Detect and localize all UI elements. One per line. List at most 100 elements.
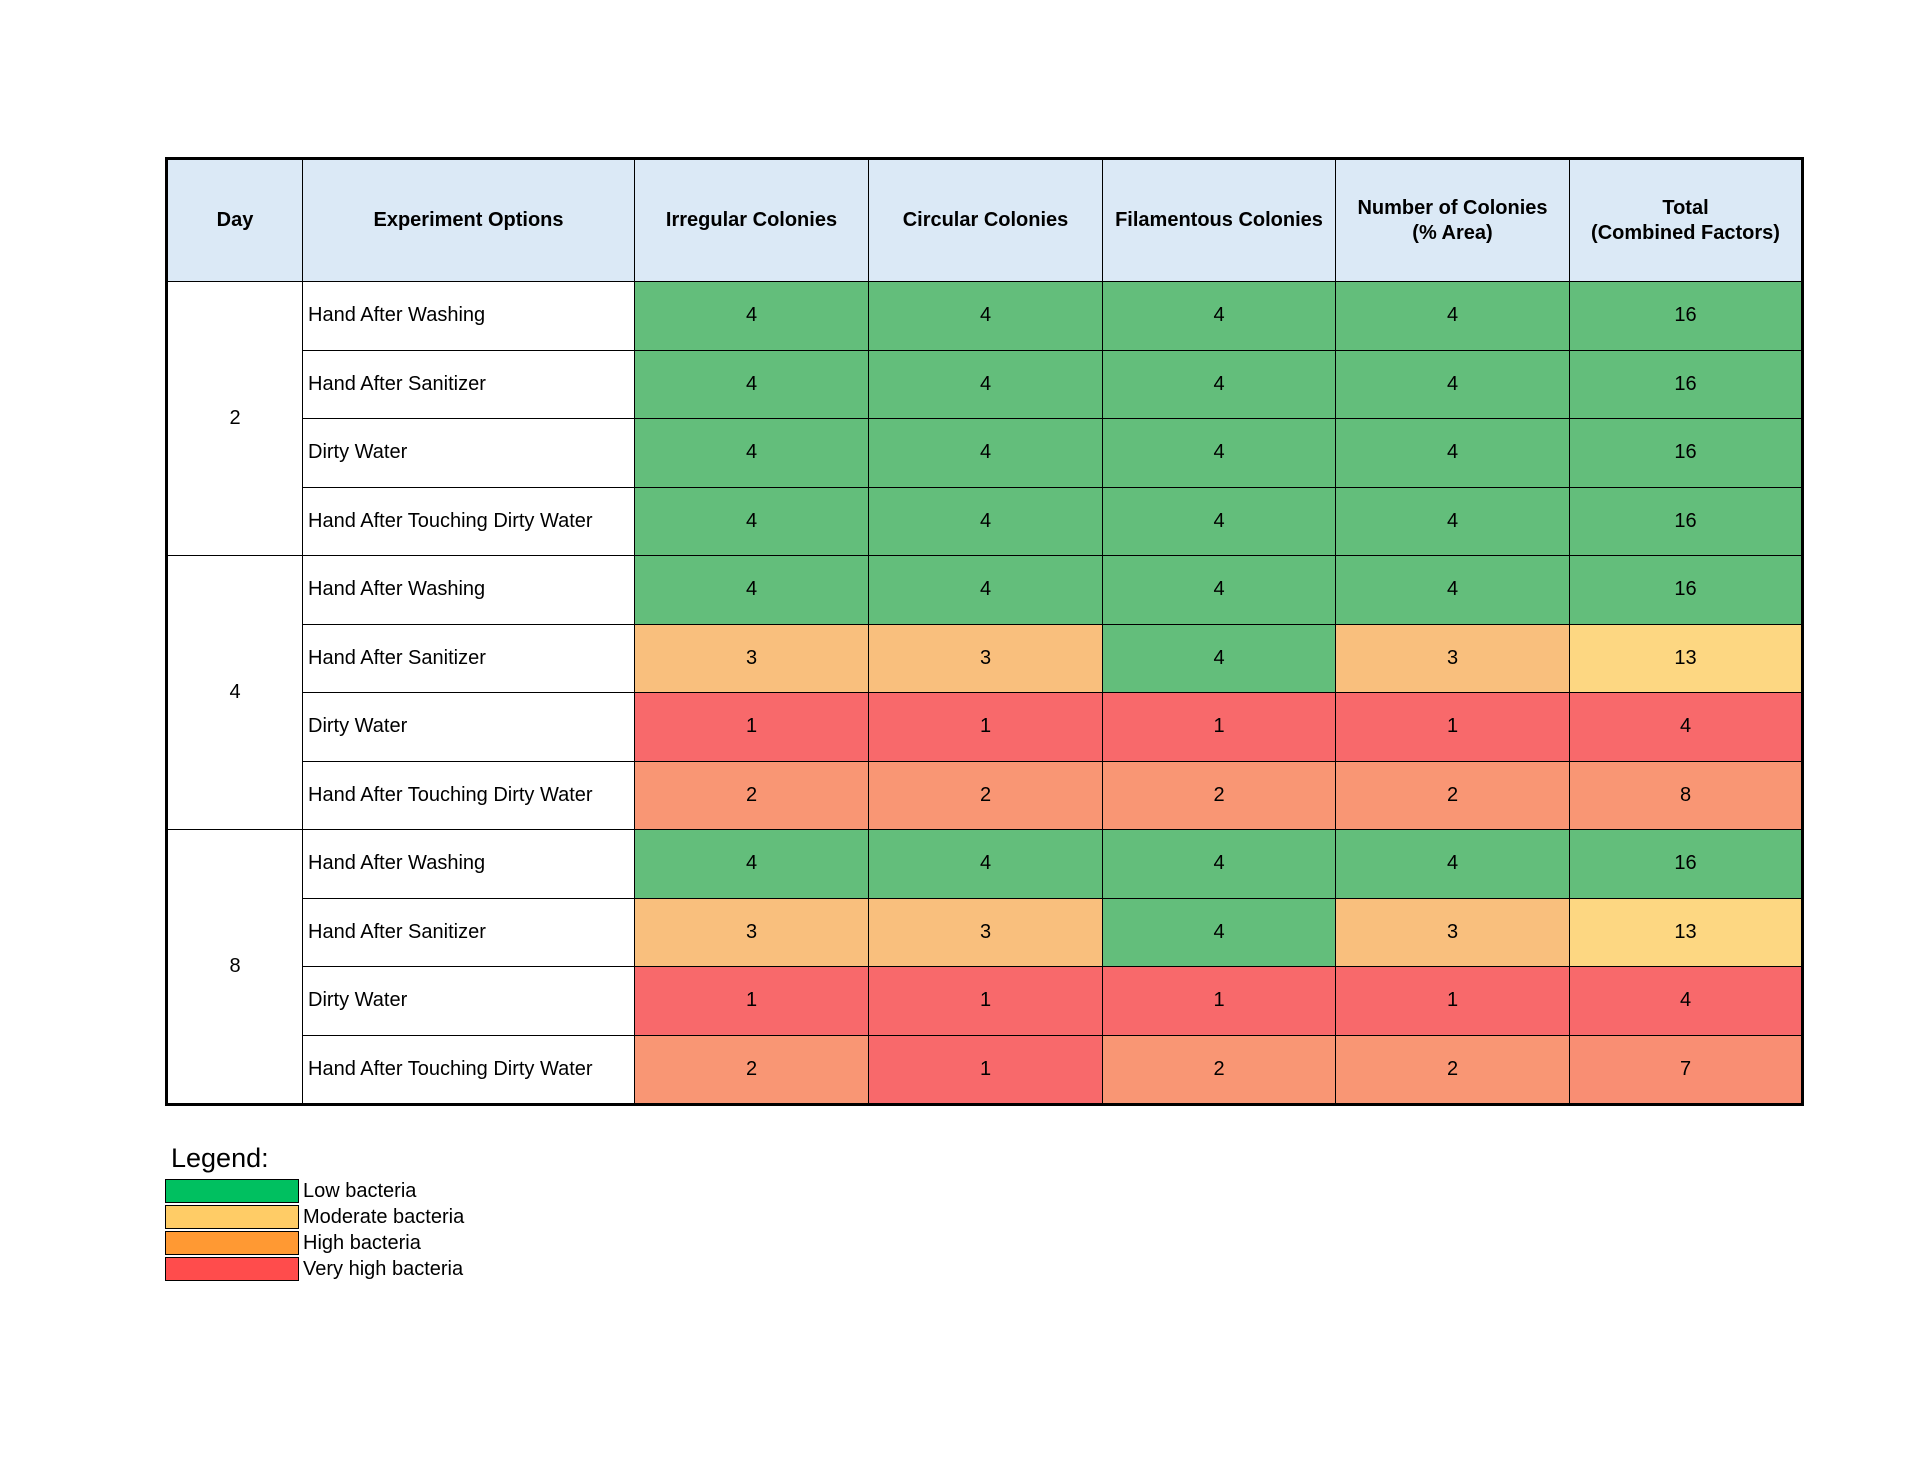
value-cell: 2 xyxy=(1102,1034,1336,1105)
table-row: Hand After Touching Dirty Water 4 4 4 4 16 xyxy=(167,486,1803,556)
legend-item: Low bacteria xyxy=(165,1178,464,1204)
experiment-option-cell: Hand After Sanitizer xyxy=(302,349,635,419)
table-row: Dirty Water 4 4 4 4 16 xyxy=(167,418,1803,488)
value-cell: 4 xyxy=(868,486,1103,556)
value-cell: 4 xyxy=(868,418,1103,488)
value-cell: 3 xyxy=(868,623,1103,693)
header-number-of-colonies: Number of Colonies (% Area) xyxy=(1335,158,1570,282)
total-cell: 16 xyxy=(1569,829,1803,899)
legend: Legend: Low bacteria Moderate bacteria Hig… xyxy=(165,1143,464,1282)
experiment-option-cell: Hand After Washing xyxy=(302,281,635,351)
header-row: Day Experiment Options Irregular Colonies C… xyxy=(166,158,1803,282)
header-day: Day xyxy=(166,158,303,282)
table-row: Dirty Water 1 1 1 1 4 xyxy=(167,966,1803,1036)
value-cell: 4 xyxy=(1102,623,1336,693)
total-cell: 13 xyxy=(1569,897,1803,967)
experiment-option-cell: Hand After Touching Dirty Water xyxy=(302,1034,635,1105)
value-cell: 1 xyxy=(634,692,869,762)
value-cell: 4 xyxy=(1102,418,1336,488)
legend-title: Legend: xyxy=(171,1143,269,1173)
experiment-option-cell: Hand After Washing xyxy=(302,829,635,899)
value-cell: 2 xyxy=(634,1034,869,1105)
value-cell: 2 xyxy=(1335,760,1570,830)
table-row: Hand After Touching Dirty Water 2 1 2 2 7 xyxy=(167,1034,1803,1105)
table-row: 8 Hand After Washing 4 4 4 4 16 xyxy=(166,829,1803,1105)
header-total: Total (Combined Factors) xyxy=(1569,158,1803,282)
legend-item: High bacteria xyxy=(165,1230,464,1256)
total-cell: 16 xyxy=(1569,418,1803,488)
value-cell: 4 xyxy=(868,349,1103,419)
legend-label: High bacteria xyxy=(303,1231,421,1254)
total-cell: 16 xyxy=(1569,555,1803,625)
value-cell: 4 xyxy=(1102,349,1336,419)
value-cell: 3 xyxy=(634,623,869,693)
value-cell: 1 xyxy=(1335,966,1570,1036)
experiment-option-cell: Hand After Washing xyxy=(302,555,635,625)
value-cell: 4 xyxy=(1335,486,1570,556)
value-cell: 2 xyxy=(868,760,1103,830)
legend-swatch xyxy=(165,1204,299,1229)
experiment-option-cell: Hand After Touching Dirty Water xyxy=(302,760,635,830)
legend-swatch xyxy=(165,1256,299,1281)
table-row: 4 Hand After Washing 4 4 4 4 16 xyxy=(166,555,1803,830)
value-cell: 3 xyxy=(1335,623,1570,693)
value-cell: 4 xyxy=(1335,829,1570,899)
legend-items: Low bacteria Moderate bacteria High bacter… xyxy=(165,1178,464,1282)
value-cell: 1 xyxy=(1102,966,1336,1036)
table-row: Hand After Touching Dirty Water 2 2 2 2 8 xyxy=(167,760,1803,830)
total-cell: 4 xyxy=(1569,966,1803,1036)
legend-label: Very high bacteria xyxy=(303,1257,464,1280)
table-row: Hand After Sanitizer 3 3 4 3 13 xyxy=(167,623,1803,693)
experiment-option-cell: Hand After Touching Dirty Water xyxy=(302,486,635,556)
value-cell: 1 xyxy=(868,966,1103,1036)
value-cell: 3 xyxy=(634,897,869,967)
experiment-option-cell: Hand After Sanitizer xyxy=(302,897,635,967)
value-cell: 1 xyxy=(868,1034,1103,1105)
value-cell: 4 xyxy=(1102,829,1336,899)
legend-swatch xyxy=(165,1230,299,1255)
value-cell: 4 xyxy=(868,281,1103,351)
value-cell: 4 xyxy=(1102,486,1336,556)
legend-label: Moderate bacteria xyxy=(303,1205,465,1228)
total-cell: 13 xyxy=(1569,623,1803,693)
total-cell: 16 xyxy=(1569,281,1803,351)
value-cell: 1 xyxy=(868,692,1103,762)
value-cell: 4 xyxy=(1102,281,1336,351)
legend-swatch xyxy=(165,1178,299,1203)
value-cell: 4 xyxy=(634,418,869,488)
experiment-option-cell: Dirty Water xyxy=(302,418,635,488)
table-row: Hand After Sanitizer 4 4 4 4 16 xyxy=(167,349,1803,419)
header-filamentous-colonies: Filamentous Colonies xyxy=(1102,158,1336,282)
legend-item: Moderate bacteria xyxy=(165,1204,464,1230)
heatmap-table: Day Experiment Options Irregular Colonies C… xyxy=(165,157,1804,1106)
value-cell: 1 xyxy=(1335,692,1570,762)
value-cell: 4 xyxy=(1335,418,1570,488)
table-body: 2 Hand After Washing 4 4 4 4 16 Hand After Sani… xyxy=(166,281,1803,1105)
legend-label: Low bacteria xyxy=(303,1179,417,1202)
table-row: Hand After Sanitizer 3 3 4 3 13 xyxy=(167,897,1803,967)
experiment-option-cell: Dirty Water xyxy=(302,966,635,1036)
value-cell: 3 xyxy=(868,897,1103,967)
header-irregular-colonies: Irregular Colonies xyxy=(634,158,869,282)
total-cell: 8 xyxy=(1569,760,1803,830)
value-cell: 2 xyxy=(634,760,869,830)
total-cell: 7 xyxy=(1569,1034,1803,1105)
legend-item: Very high bacteria xyxy=(165,1256,464,1282)
value-cell: 2 xyxy=(1102,760,1336,830)
table-row: 2 Hand After Washing 4 4 4 4 16 xyxy=(166,281,1803,556)
value-cell: 1 xyxy=(634,966,869,1036)
value-cell: 2 xyxy=(1335,1034,1570,1105)
day-cell: 2 xyxy=(166,281,303,556)
total-cell: 16 xyxy=(1569,349,1803,419)
value-cell: 4 xyxy=(634,349,869,419)
value-cell: 4 xyxy=(1335,349,1570,419)
value-cell: 4 xyxy=(634,829,869,899)
value-cell: 4 xyxy=(1102,897,1336,967)
value-cell: 4 xyxy=(1335,555,1570,625)
value-cell: 4 xyxy=(868,829,1103,899)
day-cell: 8 xyxy=(166,829,303,1105)
value-cell: 4 xyxy=(868,555,1103,625)
value-cell: 3 xyxy=(1335,897,1570,967)
day-cell: 4 xyxy=(166,555,303,830)
table-row: Dirty Water 1 1 1 1 4 xyxy=(167,692,1803,762)
